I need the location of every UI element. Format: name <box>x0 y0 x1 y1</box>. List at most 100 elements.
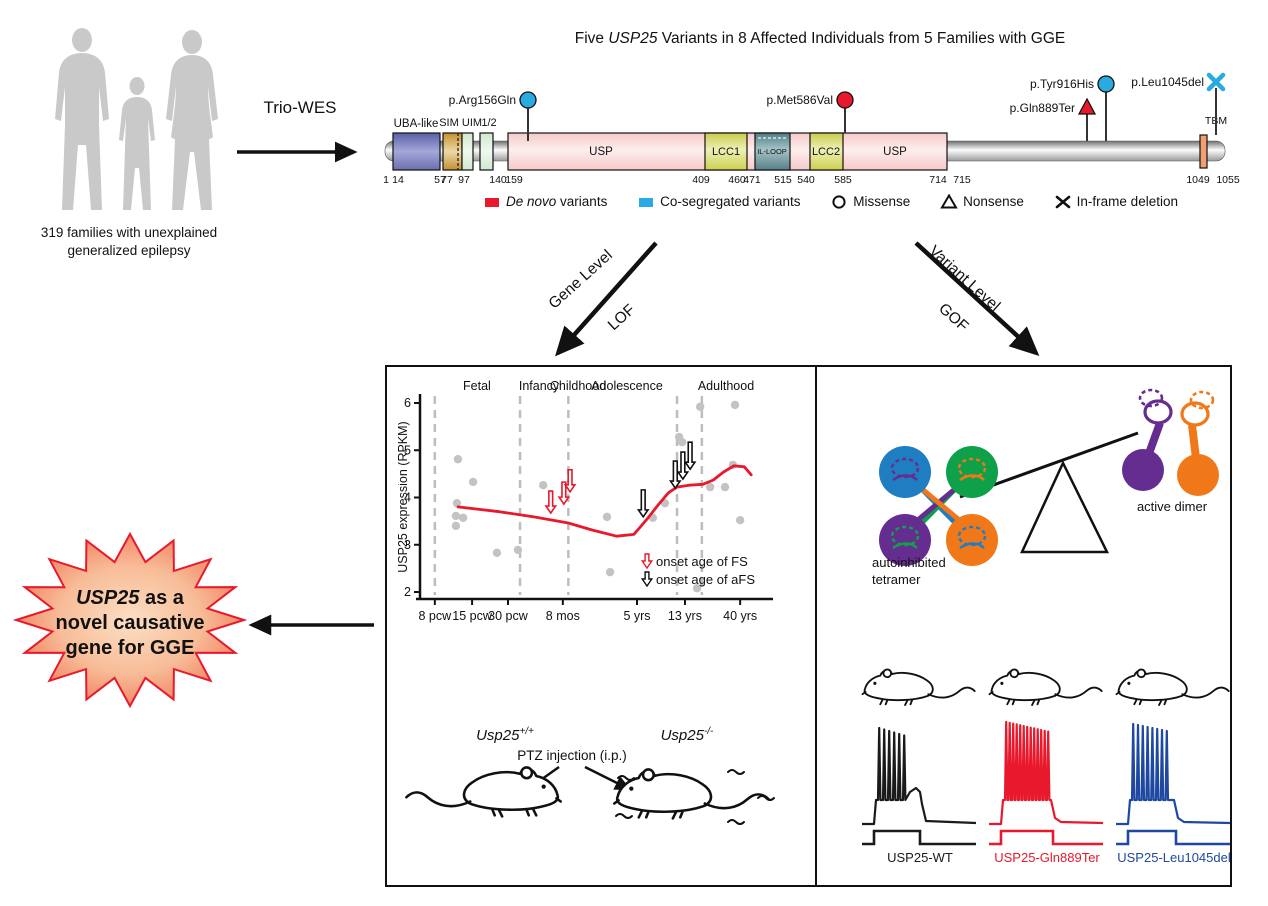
residue-tick: 97 <box>458 174 470 186</box>
domain-uim <box>461 132 474 171</box>
x-tick-label: 5 yrs <box>623 609 650 623</box>
variant-legend: De novo variants Co-segregated variants Mi… <box>483 194 1178 209</box>
tetramer-subunit <box>946 446 998 498</box>
tetramer-label-line1: autoinhibited <box>872 555 946 570</box>
person-silhouettes <box>55 28 218 210</box>
x-marker-icon <box>1055 195 1070 209</box>
data-point <box>452 498 462 508</box>
triangle-marker-icon <box>940 194 958 209</box>
trend-curve <box>456 464 753 538</box>
electrophysiology-traces: USP25-WT USP25-Gln889Ter USP25-Leu1045del <box>861 668 1231 865</box>
afs-legend-icon <box>640 571 654 588</box>
legend-item-label: Nonsense <box>963 194 1024 209</box>
variant-marker-p.Arg156Gln: p.Arg156Gln <box>449 91 537 141</box>
mouse-icon <box>861 668 976 706</box>
tetramer-label-line2: tetramer <box>872 572 921 587</box>
dimer-subunit-orange <box>1177 454 1219 496</box>
residue-tick: 460 <box>728 174 746 186</box>
y-tick-label: 2 <box>404 585 411 599</box>
wt-mouse-label: Usp25+/+ <box>440 726 570 744</box>
residue-tick: 715 <box>953 174 971 186</box>
label-lcc1: LCC1 <box>712 146 740 158</box>
conclusion-text: USP25 as a novel causative gene for GGE <box>56 587 205 659</box>
ap-trace <box>1116 722 1231 826</box>
conclusion-line2: novel causative <box>56 612 205 634</box>
variant-marker-p.Met586Val: p.Met586Val <box>767 91 854 133</box>
family-silhouettes <box>55 28 218 210</box>
ap-trace <box>989 720 1104 826</box>
domain-boxes <box>392 132 1208 171</box>
ko-mouse-label: Usp25-/- <box>622 726 752 744</box>
ptz-injection-label: PTZ injection (i.p.) <box>517 748 627 763</box>
circle-marker-icon <box>832 195 846 209</box>
cohort-caption: 319 families with unexplained generalize… <box>3 224 255 259</box>
legend-item-label: Missense <box>853 194 911 209</box>
residue-tick: 14 <box>392 174 404 186</box>
x-tick-label: 15 pcw <box>452 609 493 623</box>
y-tick-label: 4 <box>404 491 411 505</box>
tetramer-subunit <box>879 446 931 498</box>
legend-item-label: Co-segregated variants <box>660 194 801 209</box>
title-gene: USP25 <box>608 30 658 47</box>
variant-markers: p.Arg156Gln p.Met586Val p.Gln889Ter p.Tyr91… <box>449 72 1226 141</box>
stage-label: Childhood <box>550 379 606 393</box>
stage-label: Adulthood <box>698 379 754 393</box>
fs-legend-icon <box>640 553 654 570</box>
data-point <box>692 584 702 593</box>
shake-marks <box>615 769 775 825</box>
afs-onset-arrow <box>636 489 650 519</box>
domain-lcc2 <box>809 132 844 171</box>
fs-legend-label: onset age of FS <box>656 554 748 569</box>
legend-item: De novo variants <box>483 194 607 209</box>
tetramer-subunit <box>946 514 998 566</box>
residue-tick: 1049 <box>1186 174 1210 186</box>
trace-label: USP25-Leu1045del <box>1117 850 1231 865</box>
afs-onset-arrow <box>683 441 697 471</box>
afs-legend-label: onset age of aFS <box>656 572 755 587</box>
conclusion-line3: gene for GGE <box>66 637 195 659</box>
data-point <box>453 455 463 464</box>
afs-onset-arrow <box>676 451 690 481</box>
x-tick-label: 8 pcw <box>419 609 453 623</box>
domain-labels: UBA-like SIM UIM 1/2 USP LCC1 IL-LOOP LC… <box>394 115 1227 158</box>
residue-tick: 57 <box>434 174 446 186</box>
variant-label: p.Leu1045del <box>1131 75 1204 89</box>
residue-tick: 159 <box>505 174 523 186</box>
domain-lcc1 <box>704 132 748 171</box>
balance-fulcrum <box>1020 460 1110 554</box>
residue-tick: 471 <box>743 174 761 186</box>
ko-gene: Usp25 <box>660 727 704 744</box>
stimulus-pulse <box>989 829 1103 846</box>
domain-uba-like <box>392 132 441 171</box>
trace-label: USP25-WT <box>887 850 953 865</box>
data-point <box>538 481 548 490</box>
trio-wes-label: Trio-WES <box>263 98 337 117</box>
wt-genotype: +/+ <box>519 726 534 737</box>
child-silhouette <box>129 77 145 95</box>
domain-tbm <box>1199 134 1208 169</box>
y-tick-label: 6 <box>404 396 411 410</box>
cohort-caption-line2: generalized epilepsy <box>67 242 191 258</box>
domain-uim-half <box>479 132 494 171</box>
tetramer-dimer-balance: autoinhibited tetramer active dimer <box>872 388 1219 587</box>
variant-label: p.Gln889Ter <box>1010 101 1075 115</box>
variant-marker-p.Gln889Ter: p.Gln889Ter <box>1010 97 1097 141</box>
label-half: 1/2 <box>481 117 496 129</box>
data-point <box>492 548 502 557</box>
domain-il-loop <box>754 132 791 171</box>
data-point <box>705 482 715 492</box>
svg-text:USP25 as a: USP25 as a <box>76 587 185 609</box>
conclusion-line1: as a <box>139 587 184 609</box>
legend-item: Co-segregated variants <box>637 194 800 209</box>
data-point <box>678 438 687 447</box>
data-point <box>735 515 745 525</box>
active-dimer <box>1122 388 1219 496</box>
ko-genotype: -/- <box>703 726 714 737</box>
dimer-subunit-purple <box>1122 449 1164 491</box>
residue-tick: 77 <box>441 174 453 186</box>
afs-onset-arrow <box>668 460 682 490</box>
conclusion-starburst: USP25 as a novel causative gene for GGE <box>12 531 248 709</box>
data-point <box>605 567 615 577</box>
variant-level-panel <box>815 365 1232 887</box>
